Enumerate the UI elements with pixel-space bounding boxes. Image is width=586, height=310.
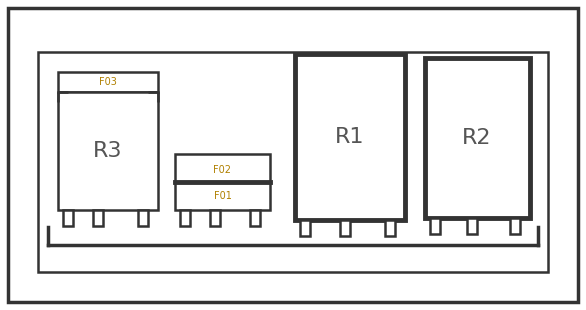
Bar	[93, 210, 103, 226]
Bar	[175, 154, 270, 210]
Bar	[138, 210, 148, 226]
Bar	[38, 52, 548, 272]
Bar	[63, 210, 73, 226]
Bar	[385, 220, 395, 236]
Bar	[58, 72, 158, 92]
Bar	[300, 220, 310, 236]
Text: R3: R3	[93, 141, 122, 161]
Bar	[58, 92, 158, 210]
Bar	[180, 210, 190, 226]
Text: F02: F02	[213, 165, 231, 175]
Text: R1: R1	[335, 127, 364, 147]
Text: F01: F01	[213, 191, 231, 201]
Bar	[430, 218, 440, 234]
Bar	[250, 210, 260, 226]
Bar	[210, 210, 220, 226]
Text: R2: R2	[462, 128, 492, 148]
Bar	[467, 218, 477, 234]
Bar	[340, 220, 350, 236]
Bar	[425, 58, 530, 218]
Text: F03: F03	[99, 77, 117, 87]
Bar	[510, 218, 520, 234]
Bar	[295, 54, 405, 220]
